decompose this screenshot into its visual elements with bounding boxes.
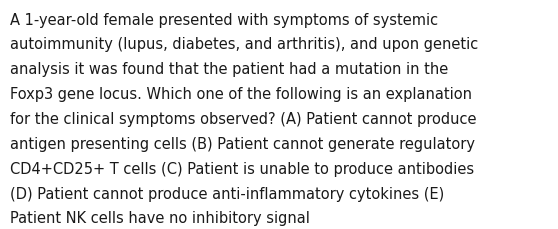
Text: for the clinical symptoms observed? (A) Patient cannot produce: for the clinical symptoms observed? (A) … [10,112,477,126]
Text: antigen presenting cells (B) Patient cannot generate regulatory: antigen presenting cells (B) Patient can… [10,136,475,151]
Text: CD4+CD25+ T cells (C) Patient is unable to produce antibodies: CD4+CD25+ T cells (C) Patient is unable … [10,161,474,176]
Text: (D) Patient cannot produce anti-inflammatory cytokines (E): (D) Patient cannot produce anti-inflamma… [10,186,444,201]
Text: Patient NK cells have no inhibitory signal: Patient NK cells have no inhibitory sign… [10,210,310,225]
Text: A 1-year-old female presented with symptoms of systemic: A 1-year-old female presented with sympt… [10,13,438,27]
Text: Foxp3 gene locus. Which one of the following is an explanation: Foxp3 gene locus. Which one of the follo… [10,87,472,102]
Text: autoimmunity (lupus, diabetes, and arthritis), and upon genetic: autoimmunity (lupus, diabetes, and arthr… [10,37,478,52]
Text: analysis it was found that the patient had a mutation in the: analysis it was found that the patient h… [10,62,448,77]
